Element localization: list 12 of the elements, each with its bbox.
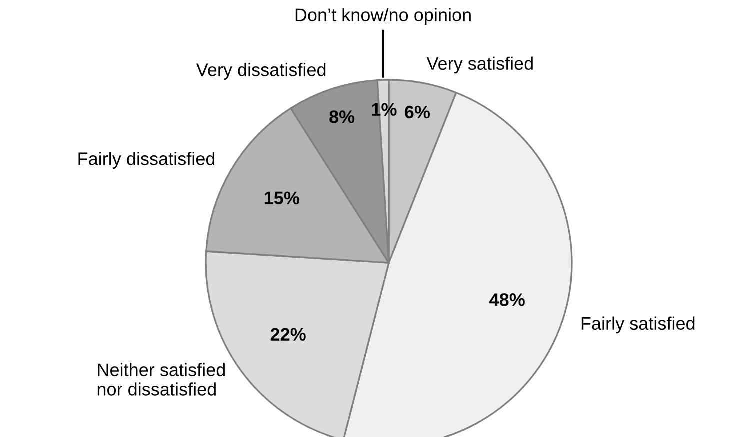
slice-label: Very dissatisfied [196,63,326,80]
data-label: 48% [490,294,525,306]
data-label: 22% [270,328,306,341]
slice-label: Don’t know/no opinion [296,8,471,26]
slice-label: Fairly dissatisfied [78,152,215,169]
data-label: 6% [405,106,430,119]
data-label: 15% [264,192,300,204]
data-label: 1% [372,103,397,116]
slice-label: Very satisfied [426,56,533,74]
slice-label: Neither satisfied nor dissatisfied [98,363,225,396]
slice-label: Fairly satisfied [582,316,695,334]
data-label: 8% [330,110,355,124]
